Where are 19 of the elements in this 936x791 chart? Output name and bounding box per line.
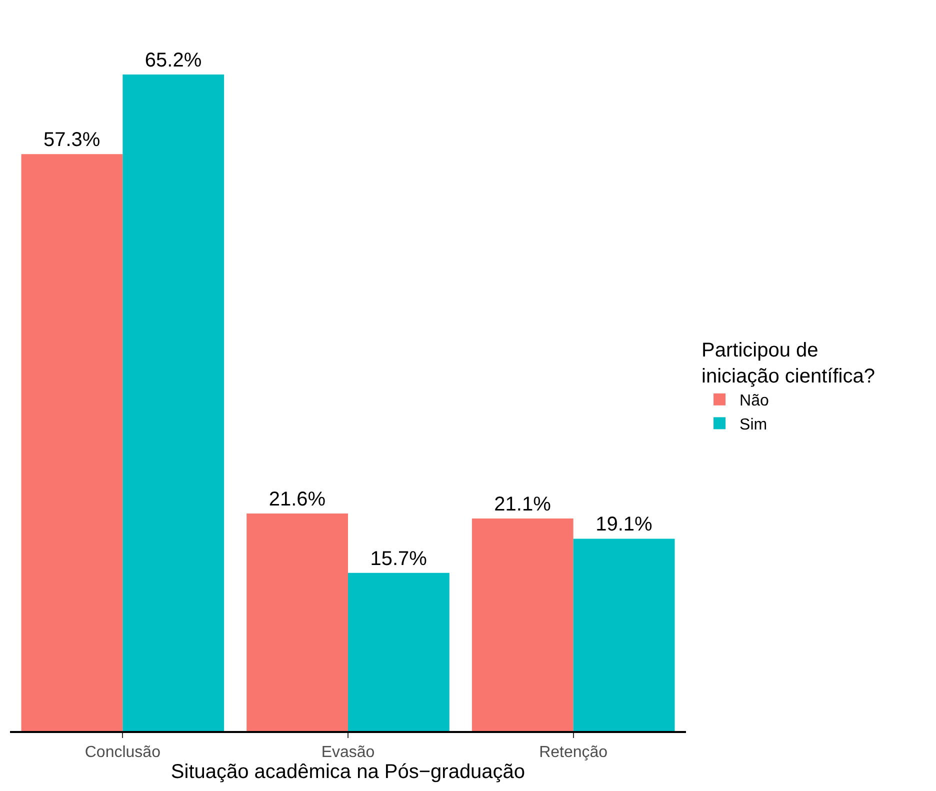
bar xyxy=(573,538,675,731)
data-label: 15.7% xyxy=(370,548,428,570)
bar xyxy=(122,74,224,731)
legend-label: Sim xyxy=(740,416,768,434)
bar xyxy=(472,518,574,731)
bar xyxy=(348,572,450,731)
data-label: 65.2% xyxy=(144,50,202,72)
x-axis-title: Situação acadêmica na Pós−graduação xyxy=(170,761,526,784)
x-tick-label: Evasão xyxy=(321,744,375,762)
data-label: 57.3% xyxy=(44,129,100,152)
x-tick-label: Retenção xyxy=(539,744,608,762)
bar xyxy=(21,154,123,731)
data-label: 19.1% xyxy=(596,514,652,536)
x-tick-label: Conclusão xyxy=(84,744,161,762)
legend-title: Participou de iniciação científica? xyxy=(702,340,875,388)
data-label: 21.1% xyxy=(494,494,552,516)
legend-label: Não xyxy=(740,392,769,410)
data-label: 21.6% xyxy=(268,488,326,511)
bar xyxy=(246,514,348,731)
